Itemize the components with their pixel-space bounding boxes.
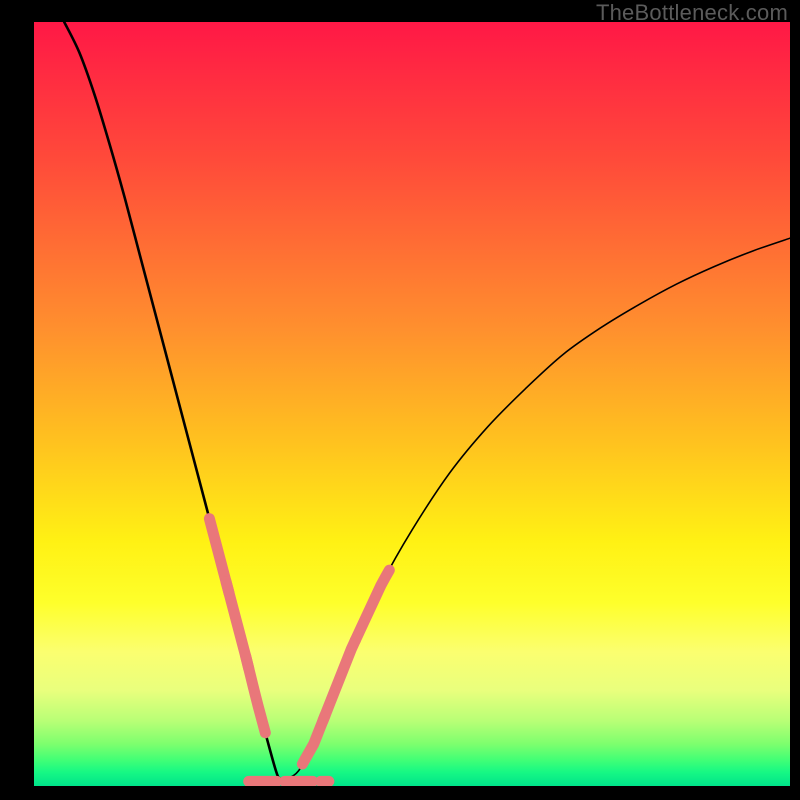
- chart-container: TheBottleneck.com: [0, 0, 800, 800]
- plot-svg: [0, 0, 800, 800]
- watermark-text: TheBottleneck.com: [596, 0, 788, 26]
- gradient-background: [34, 22, 790, 786]
